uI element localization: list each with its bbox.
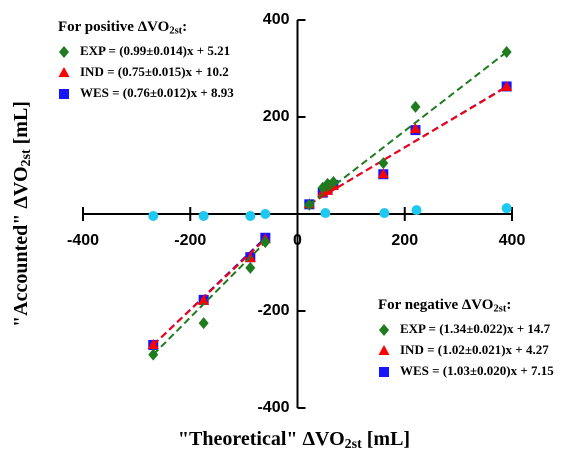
point — [245, 210, 256, 221]
legend-title-part: 2st — [169, 26, 182, 37]
x-axis-label-part: 2st — [345, 437, 362, 452]
point — [378, 345, 390, 355]
point — [260, 209, 271, 219]
legend-label: EXP = (1.34±0.022)x + 14.7 — [400, 321, 551, 336]
point — [320, 208, 331, 219]
point — [198, 317, 209, 330]
legend-title-part: For negative ΔVO — [378, 297, 493, 313]
x-axis-label: "Theoretical" ΔVO2st [mL] — [178, 427, 410, 452]
legend-label: IND = (1.02±0.021)x + 4.27 — [400, 342, 549, 357]
point — [148, 348, 159, 361]
point — [378, 157, 389, 170]
point — [260, 236, 271, 249]
point — [328, 175, 339, 188]
point — [501, 203, 512, 214]
point — [198, 294, 210, 305]
x-tick-label: -200 — [174, 232, 206, 249]
point — [245, 261, 256, 274]
point — [198, 210, 209, 221]
x-tick-label: -400 — [67, 232, 99, 249]
y-axis-label: "Accounted" ΔVO2st [mL] — [9, 101, 34, 327]
point — [59, 89, 69, 99]
x-tick-label: 0 — [293, 232, 302, 249]
point — [409, 123, 421, 134]
point — [379, 367, 389, 377]
legend-label: IND = (0.75±0.015)x + 10.2 — [80, 64, 229, 79]
point — [379, 324, 389, 336]
legend-label: EXP = (0.99±0.014)x + 5.21 — [80, 43, 230, 58]
x-tick-label: 200 — [391, 232, 418, 249]
point — [377, 168, 389, 179]
y-tick-label: 200 — [263, 108, 290, 125]
point — [411, 205, 422, 216]
legend-title-part: : — [182, 19, 187, 35]
legend-title-part: 2st — [493, 304, 506, 315]
fit-line — [152, 238, 267, 346]
point — [501, 80, 513, 91]
y-tick-label: 400 — [263, 11, 290, 28]
fit-line — [308, 86, 508, 206]
point — [59, 46, 69, 58]
legend-title-part: For positive ΔVO — [58, 19, 169, 35]
point — [147, 338, 159, 349]
x-tick-label: 400 — [499, 232, 526, 249]
point — [410, 100, 421, 113]
y-tick-label: -400 — [257, 399, 289, 416]
point — [379, 208, 390, 219]
point — [304, 198, 315, 211]
y-axis-label-part: [mL] — [9, 101, 31, 149]
legend-label: WES = (0.76±0.012)x + 8.93 — [80, 85, 234, 100]
legend-title-part: : — [506, 297, 511, 313]
point — [58, 67, 70, 77]
fit-line — [152, 241, 267, 356]
y-axis-label-part: "Accounted" ΔVO — [10, 167, 32, 327]
x-axis-label-part: [mL] — [362, 427, 410, 449]
legend-label: WES = (1.03±0.020)x + 7.15 — [400, 363, 554, 378]
y-axis-label-part: 2st — [19, 149, 34, 166]
x-axis-label-part: "Theoretical" ΔVO — [178, 428, 345, 450]
legend-title: For positive ΔVO2st: — [58, 19, 187, 37]
point — [501, 46, 512, 59]
point — [148, 210, 159, 221]
legend-title: For negative ΔVO2st: — [378, 297, 511, 315]
y-tick-label: -200 — [257, 302, 289, 319]
fit-line — [308, 51, 508, 206]
